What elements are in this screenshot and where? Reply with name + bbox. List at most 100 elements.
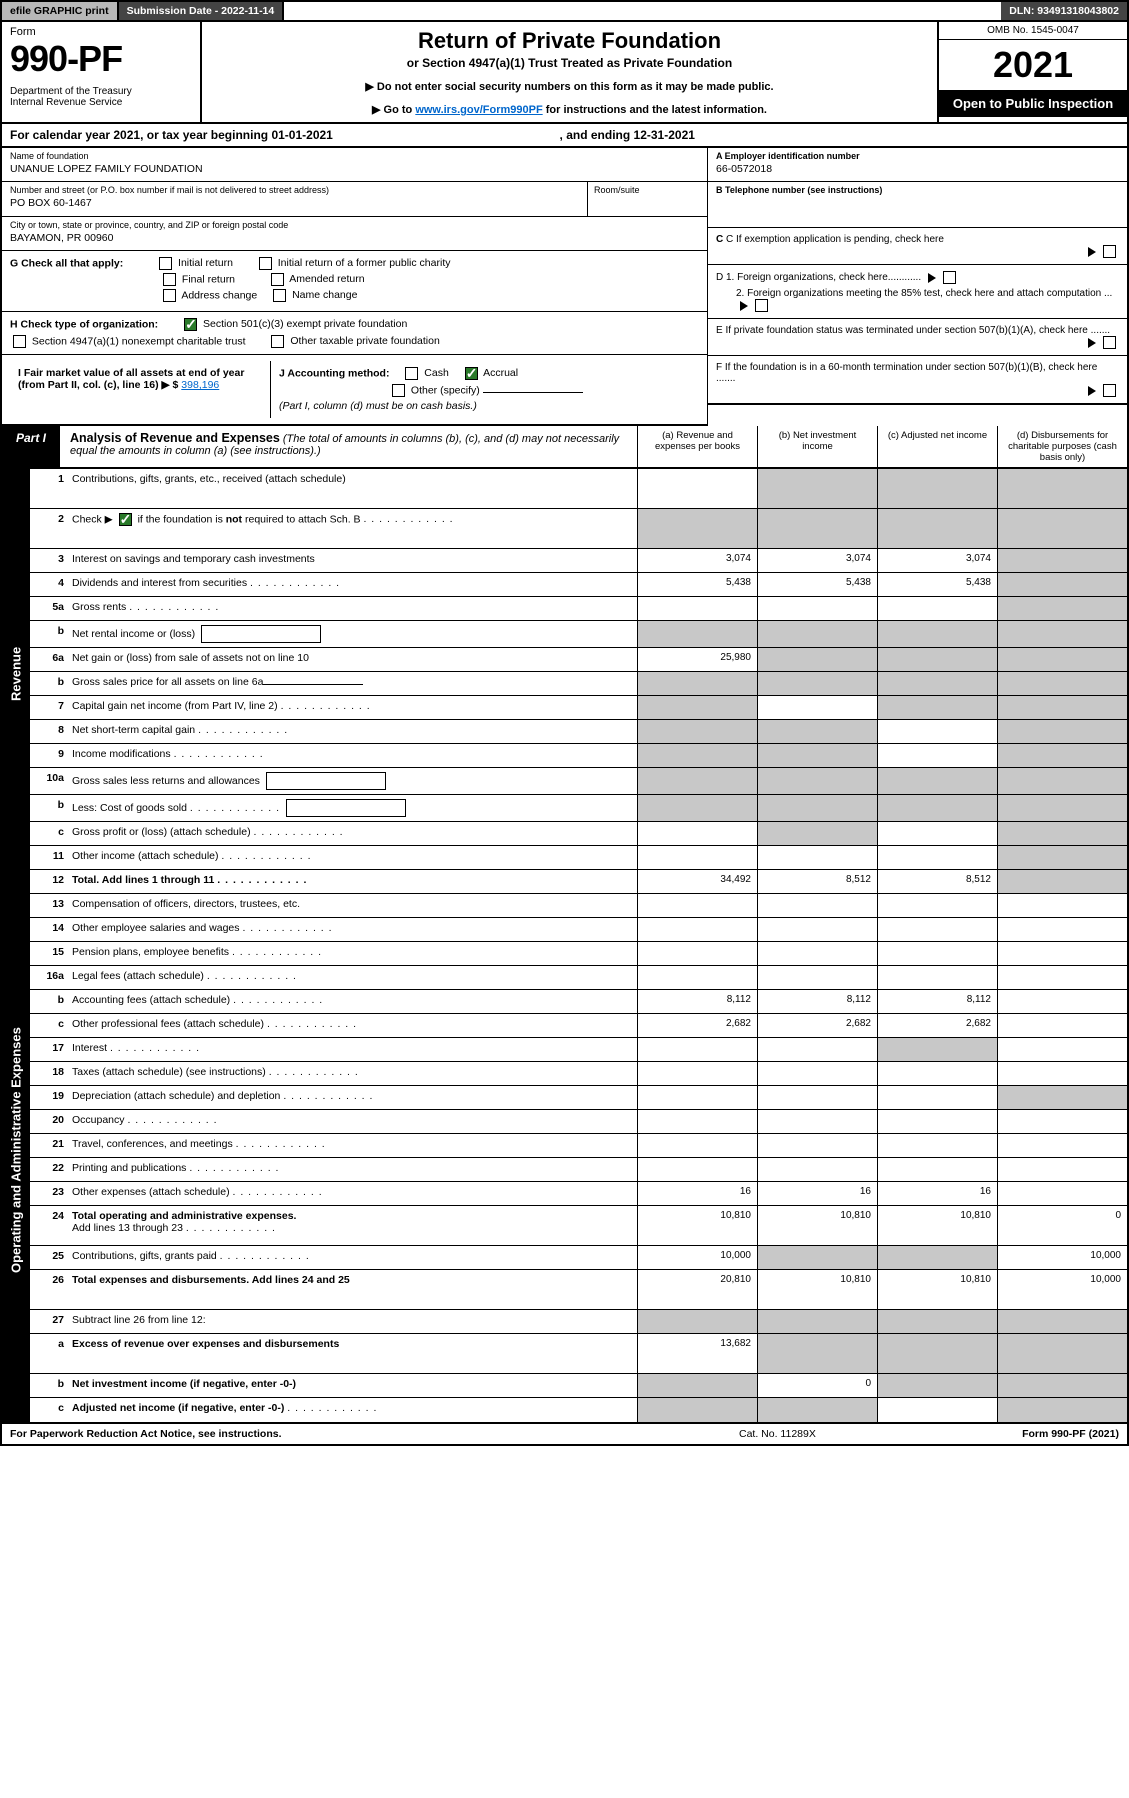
part1-table: Revenue Operating and Administrative Exp… (0, 469, 1129, 1424)
checkbox-address-change[interactable] (163, 289, 176, 302)
submission-date: Submission Date - 2022-11-14 (119, 2, 285, 20)
line-24: Total operating and administrative expen… (70, 1206, 637, 1245)
checkbox-sch-b[interactable] (119, 513, 132, 526)
checkbox-other-taxable[interactable] (271, 335, 284, 348)
efile-label: efile GRAPHIC print (2, 2, 119, 20)
line-1: Contributions, gifts, grants, etc., rece… (70, 469, 637, 508)
line-25: Contributions, gifts, grants paid (70, 1246, 637, 1269)
line-9: Income modifications (70, 744, 637, 767)
part1-tag: Part I (2, 426, 60, 467)
line-27a: Excess of revenue over expenses and disb… (70, 1334, 637, 1373)
room-suite-label: Room/suite (587, 182, 707, 216)
d-block: D 1. Foreign organizations, check here..… (708, 265, 1127, 319)
line-27c: Adjusted net income (if negative, enter … (70, 1398, 637, 1422)
street-value: PO BOX 60-1467 (10, 197, 579, 209)
checkbox-f[interactable] (1103, 384, 1116, 397)
checkbox-initial-return[interactable] (159, 257, 172, 270)
line-6b: Gross sales price for all assets on line… (70, 672, 637, 695)
line-10a: Gross sales less returns and allowances (70, 768, 637, 794)
foundation-name-label: Name of foundation (10, 151, 699, 161)
omb-number: OMB No. 1545-0047 (939, 22, 1127, 40)
checkbox-c[interactable] (1103, 245, 1116, 258)
form-number: 990-PF (10, 38, 192, 80)
checkbox-e[interactable] (1103, 336, 1116, 349)
checkbox-name-change[interactable] (273, 289, 286, 302)
line-10b: Less: Cost of goods sold (70, 795, 637, 821)
line-8: Net short-term capital gain (70, 720, 637, 743)
line-7: Capital gain net income (from Part IV, l… (70, 696, 637, 719)
checkbox-d2[interactable] (755, 299, 768, 312)
fmv-value: 398,196 (181, 379, 219, 391)
line-19: Depreciation (attach schedule) and deple… (70, 1086, 637, 1109)
form-link[interactable]: www.irs.gov/Form990PF (415, 104, 542, 116)
line-6a: Net gain or (loss) from sale of assets n… (70, 648, 637, 671)
line-3: Interest on savings and temporary cash i… (70, 549, 637, 572)
open-to-public: Open to Public Inspection (939, 90, 1127, 117)
line-20: Occupancy (70, 1110, 637, 1133)
checkbox-4947a1[interactable] (13, 335, 26, 348)
city-label: City or town, state or province, country… (10, 220, 699, 230)
part1-title: Analysis of Revenue and Expenses (70, 431, 280, 445)
g-check-block: G Check all that apply: Initial return I… (2, 251, 707, 312)
line-14: Other employee salaries and wages (70, 918, 637, 941)
topbar: efile GRAPHIC print Submission Date - 20… (0, 0, 1129, 22)
arrow-icon (1088, 247, 1096, 257)
line-17: Interest (70, 1038, 637, 1061)
line-5a: Gross rents (70, 597, 637, 620)
col-c-header: (c) Adjusted net income (877, 426, 997, 467)
checkbox-cash[interactable] (405, 367, 418, 380)
line-10c: Gross profit or (loss) (attach schedule) (70, 822, 637, 845)
c-block: C C If exemption application is pending,… (708, 228, 1127, 265)
dln: DLN: 93491318043802 (1001, 2, 1127, 20)
calendar-year-line: For calendar year 2021, or tax year begi… (0, 124, 1129, 148)
foundation-name: UNANUE LOPEZ FAMILY FOUNDATION (10, 163, 699, 175)
line-27: Subtract line 26 from line 12: (70, 1310, 637, 1333)
paperwork-notice: For Paperwork Reduction Act Notice, see … (10, 1428, 739, 1440)
checkbox-initial-return-former[interactable] (259, 257, 272, 270)
checkbox-amended-return[interactable] (271, 273, 284, 286)
topbar-spacer (284, 2, 1001, 20)
col-a-header: (a) Revenue and expenses per books (637, 426, 757, 467)
line-18: Taxes (attach schedule) (see instruction… (70, 1062, 637, 1085)
form-subtitle: or Section 4947(a)(1) Trust Treated as P… (214, 56, 925, 70)
line-12: Total. Add lines 1 through 11 (70, 870, 637, 893)
revenue-tab: Revenue (2, 469, 30, 879)
line-11: Other income (attach schedule) (70, 846, 637, 869)
checkbox-other-method[interactable] (392, 384, 405, 397)
identity-block: Name of foundation UNANUE LOPEZ FAMILY F… (0, 148, 1129, 426)
line-2: Check ▶ if the foundation is not require… (70, 509, 637, 548)
h-check-block: H Check type of organization: Section 50… (2, 312, 707, 355)
line-16b: Accounting fees (attach schedule) (70, 990, 637, 1013)
tax-year: 2021 (939, 40, 1127, 90)
ein-value: 66-0572018 (716, 163, 1119, 175)
expenses-tab: Operating and Administrative Expenses (2, 879, 30, 1422)
line-15: Pension plans, employee benefits (70, 942, 637, 965)
street-label: Number and street (or P.O. box number if… (10, 185, 579, 195)
city-value: BAYAMON, PR 00960 (10, 232, 699, 244)
ein-label: A Employer identification number (716, 151, 1119, 161)
line-26: Total expenses and disbursements. Add li… (70, 1270, 637, 1309)
note-2: ▶ Go to www.irs.gov/Form990PF for instru… (214, 103, 925, 116)
form-footer: Form 990-PF (2021) (939, 1428, 1119, 1440)
line-16c: Other professional fees (attach schedule… (70, 1014, 637, 1037)
checkbox-final-return[interactable] (163, 273, 176, 286)
part1-header: Part I Analysis of Revenue and Expenses … (0, 426, 1129, 469)
col-b-header: (b) Net investment income (757, 426, 877, 467)
line-16a: Legal fees (attach schedule) (70, 966, 637, 989)
department: Department of the Treasury Internal Reve… (10, 86, 192, 108)
f-block: F If the foundation is in a 60-month ter… (708, 356, 1127, 405)
phone-label: B Telephone number (see instructions) (716, 185, 1119, 195)
line-22: Printing and publications (70, 1158, 637, 1181)
i-j-block: I Fair market value of all assets at end… (2, 355, 707, 426)
form-word: Form (10, 26, 192, 38)
checkbox-d1[interactable] (943, 271, 956, 284)
checkbox-501c3[interactable] (184, 318, 197, 331)
line-23: Other expenses (attach schedule) (70, 1182, 637, 1205)
e-block: E If private foundation status was termi… (708, 319, 1127, 356)
form-header: Form 990-PF Department of the Treasury I… (0, 22, 1129, 124)
col-d-header: (d) Disbursements for charitable purpose… (997, 426, 1127, 467)
footer: For Paperwork Reduction Act Notice, see … (0, 1424, 1129, 1446)
line-5b: Net rental income or (loss) (70, 621, 637, 647)
checkbox-accrual[interactable] (465, 367, 478, 380)
j-note: (Part I, column (d) must be on cash basi… (279, 400, 691, 412)
